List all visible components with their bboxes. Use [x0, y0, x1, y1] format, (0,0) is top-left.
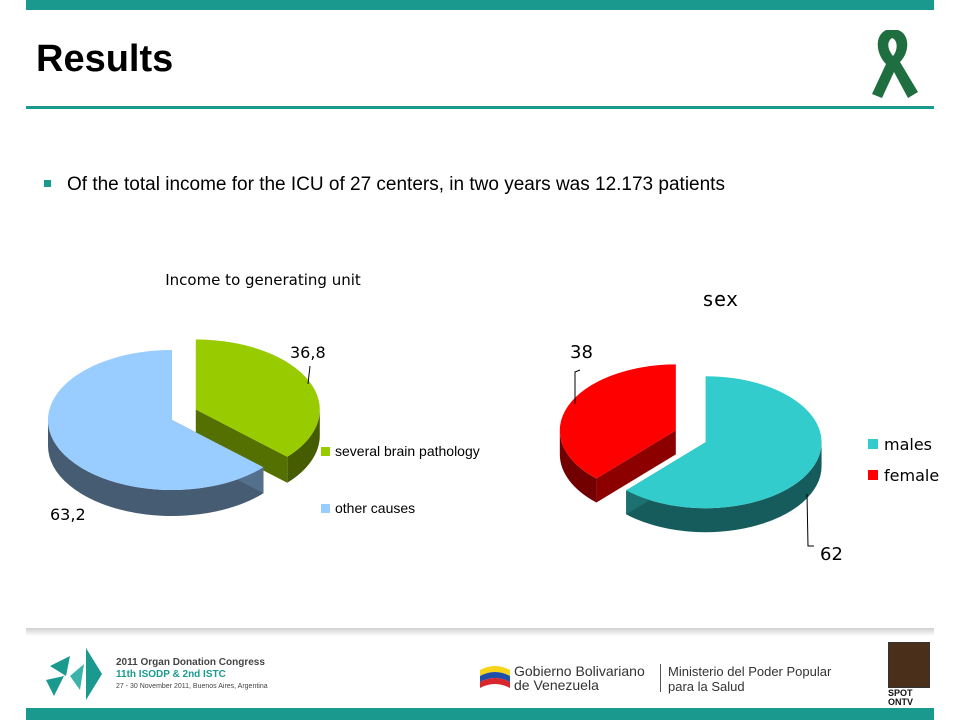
congress-logo: [46, 648, 102, 700]
spot-logo-image: [888, 642, 930, 688]
data-label: 38: [570, 342, 593, 363]
congress-text: 2011 Organ Donation Congress 11th ISODP …: [116, 657, 268, 693]
data-label: 63,2: [50, 505, 86, 524]
legend-swatch: [321, 447, 330, 456]
congress-dates: 27 - 30 November 2011, Buenos Aires, Arg…: [116, 683, 268, 690]
chart-title: sex: [702, 287, 738, 311]
legend-label: males: [884, 435, 932, 454]
summary-text: Of the total income for the ICU of 27 ce…: [67, 174, 725, 195]
spot-line1: SPOT: [888, 688, 913, 698]
summary-bullet: Of the total income for the ICU of 27 ce…: [44, 174, 725, 196]
leader-line: [574, 369, 581, 404]
legend-swatch: [868, 470, 878, 480]
pie-slice-female: [559, 364, 676, 503]
spot-text: SPOT ONTV: [888, 689, 913, 707]
government-line1: Gobierno Bolivariano: [514, 663, 645, 679]
top-accent-bar: [26, 0, 934, 10]
legend-label: other causes: [335, 500, 415, 516]
footer-shade: [26, 628, 934, 636]
government-line2: de Venezuela: [514, 677, 599, 693]
pie-slice-other-causes: [47, 350, 264, 516]
congress-edition: 11th ISODP & 2nd ISTC: [116, 669, 226, 680]
chart-title: Income to generating unit: [165, 271, 361, 289]
leader-line: [806, 493, 814, 547]
spot-line2: ONTV: [888, 697, 914, 707]
data-label: 62: [820, 544, 843, 565]
data-label: 36,8: [290, 343, 326, 362]
footer-separator: [660, 664, 661, 692]
legend-label: female: [884, 466, 939, 485]
title-divider: [26, 106, 934, 109]
venezuela-flag-icon: [480, 666, 510, 688]
ministry-line2: para la Salud: [668, 679, 745, 694]
legend-swatch: [321, 504, 330, 513]
square-bullet-icon: [44, 179, 51, 187]
pie-slice-several-brain-pathology: [195, 339, 320, 483]
bottom-accent-bar: [26, 708, 934, 720]
awareness-ribbon-icon: [872, 30, 918, 98]
page-title: Results: [36, 38, 174, 80]
leader-line: [307, 365, 311, 385]
government-text: Gobierno Bolivariano de Venezuela: [514, 664, 645, 692]
pie-slice-males: [626, 376, 822, 533]
congress-name: 2011 Organ Donation Congress: [116, 657, 265, 668]
legend-label: several brain pathology: [335, 443, 480, 459]
ministry-text: Ministerio del Poder Popular para la Sal…: [668, 664, 831, 694]
ministry-line1: Ministerio del Poder Popular: [668, 664, 832, 679]
legend-swatch: [868, 439, 878, 449]
